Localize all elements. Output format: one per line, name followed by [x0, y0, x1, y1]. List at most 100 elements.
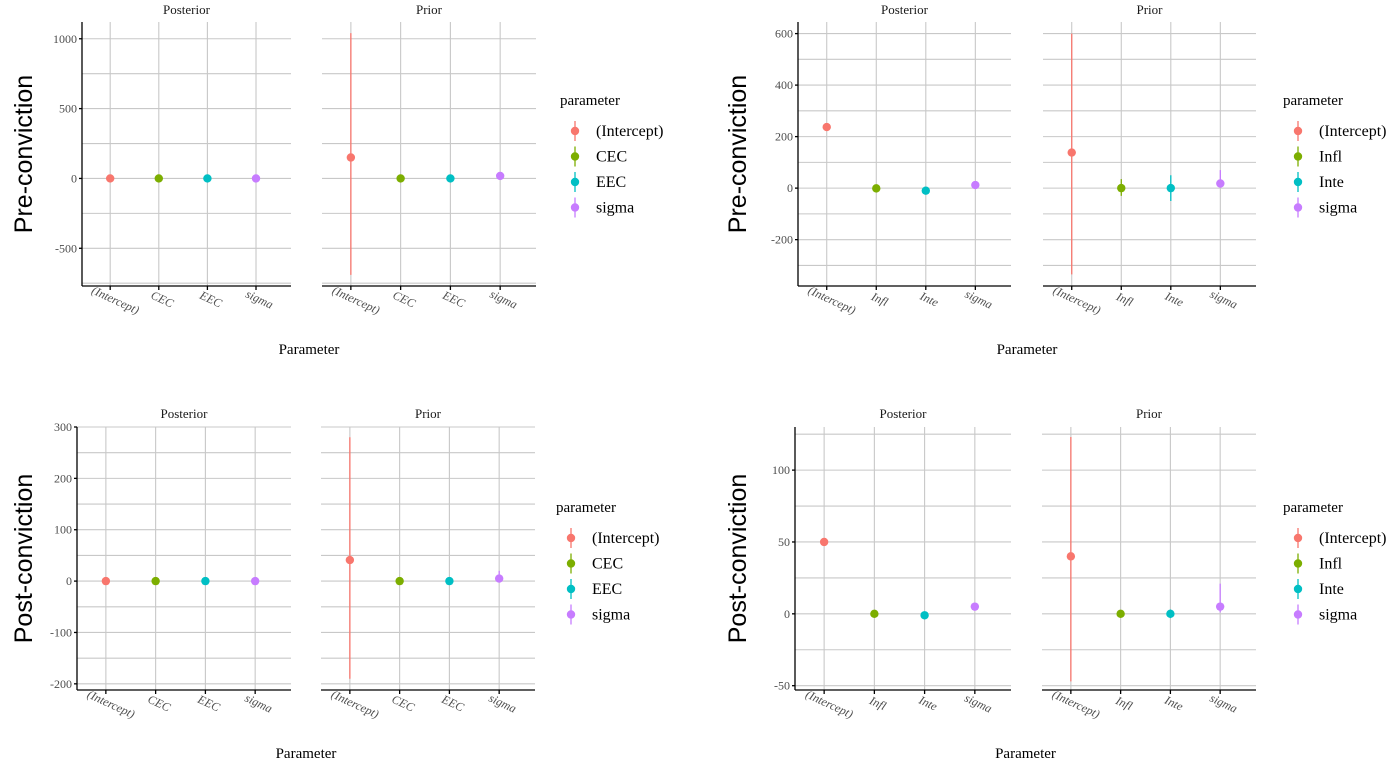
x-tick-label: EEC — [195, 692, 223, 715]
facet-prior: Prior (Intercept) Infl Inte sigma — [1043, 2, 1256, 317]
x-tick-label: sigma — [244, 287, 276, 312]
y-tick-label: 100 — [54, 523, 72, 537]
point-estimate — [1117, 183, 1126, 193]
facet-strip-label: Posterior — [161, 406, 209, 421]
facet-posterior: Posterior -200 0 200 400 600 (Intercept) Infl In… — [771, 2, 1011, 317]
x-tick-label: Infl — [868, 289, 891, 309]
legend-key-point — [566, 559, 576, 568]
y-axis-title: Post-conviction — [724, 474, 752, 644]
legend-label: (Intercept) — [596, 123, 664, 140]
facet-prior: Prior (Intercept) CEC EEC sigma — [321, 406, 535, 721]
y-tick-label: 300 — [54, 420, 72, 434]
facet-prior: Prior (Intercept) CEC EEC sigma — [322, 2, 536, 317]
panel-bottom-right: Posterior -50 0 50 100 (Intercept) Infl Inte sig… — [724, 406, 1387, 762]
point-estimate — [395, 576, 404, 586]
point-estimate — [201, 576, 210, 586]
x-tick-label: (Intercept) — [90, 283, 142, 317]
x-tick-label: (Intercept) — [806, 283, 858, 317]
point-estimate — [822, 122, 831, 132]
y-axis-title: Pre-conviction — [724, 75, 752, 233]
x-tick-label: Inte — [917, 289, 941, 310]
y-tick-label: 600 — [775, 27, 793, 41]
point-estimate — [101, 576, 111, 586]
legend-key-point — [566, 584, 576, 594]
x-tick-label: EEC — [197, 288, 225, 311]
legend-key-point — [1293, 126, 1303, 136]
legend-label: Inte — [1319, 174, 1344, 191]
legend-key-point — [566, 610, 576, 619]
point-estimate — [345, 555, 355, 565]
x-tick-label: (Intercept) — [803, 687, 855, 721]
x-tick-label: CEC — [390, 692, 418, 715]
x-tick-label: Infl — [866, 693, 889, 713]
legend-title: parameter — [556, 500, 616, 516]
legend-title: parameter — [1283, 500, 1343, 516]
point-estimate — [203, 174, 212, 183]
x-tick-label: CEC — [149, 288, 177, 311]
point-estimate — [105, 174, 115, 183]
legend-key-point — [570, 126, 580, 136]
x-tick-label: sigma — [963, 287, 995, 312]
x-tick-label: CEC — [146, 692, 174, 715]
x-tick-label: sigma — [962, 691, 994, 716]
x-tick-label: EEC — [439, 692, 467, 715]
legend-key-point — [570, 177, 580, 187]
facet-strip-label: Posterior — [163, 2, 211, 17]
y-tick-label: 50 — [778, 535, 790, 549]
legend-key-point — [1293, 610, 1303, 619]
legend-key-point — [1293, 559, 1303, 568]
point-estimate — [494, 574, 504, 583]
x-tick-label: (Intercept) — [1050, 687, 1102, 721]
point-estimate — [250, 576, 260, 586]
point-estimate — [870, 609, 879, 619]
x-axis-title: Parameter — [997, 342, 1058, 358]
y-tick-label: 0 — [787, 181, 793, 195]
legend-label: Infl — [1319, 556, 1343, 573]
legend: parameter (Intercept) Infl Inte sigma — [1283, 500, 1387, 625]
x-tick-label: Inte — [1162, 289, 1186, 310]
point-estimate — [251, 174, 261, 183]
facet-strip-label: Prior — [416, 2, 443, 17]
y-axis-title: Pre-conviction — [10, 75, 38, 233]
point-estimate — [154, 174, 163, 183]
facet-strip-label: Prior — [1136, 406, 1163, 421]
x-tick-label: (Intercept) — [329, 687, 381, 721]
legend-title: parameter — [1283, 93, 1343, 109]
legend-label: (Intercept) — [1319, 123, 1387, 140]
point-estimate — [346, 153, 356, 162]
y-tick-label: 1000 — [53, 32, 77, 46]
legend-label: sigma — [592, 607, 630, 624]
x-tick-label: sigma — [1208, 691, 1240, 716]
panel-top-right: Posterior -200 0 200 400 600 (Intercept) Infl In… — [724, 2, 1387, 358]
point-estimate — [151, 576, 160, 586]
y-tick-label: 0 — [71, 171, 77, 185]
x-tick-label: sigma — [488, 287, 520, 312]
x-tick-label: sigma — [1208, 287, 1240, 312]
point-estimate — [921, 186, 930, 195]
y-tick-label: -500 — [55, 241, 77, 255]
legend-label: EEC — [592, 581, 622, 598]
x-tick-label: Infl — [1113, 289, 1136, 309]
y-tick-label: -100 — [50, 625, 72, 639]
point-estimate — [920, 611, 929, 620]
point-estimate — [1067, 148, 1076, 157]
legend-key-point — [1293, 203, 1303, 212]
y-tick-label: 200 — [54, 471, 72, 485]
facet-posterior: Posterior -200 -100 0 100 200 300 (Intercept) CE… — [50, 406, 291, 721]
point-estimate — [1166, 609, 1175, 619]
legend-label: CEC — [592, 556, 623, 573]
point-estimate — [970, 602, 980, 611]
x-tick-label: Infl — [1113, 693, 1136, 713]
legend-key-point — [566, 533, 576, 543]
point-estimate — [446, 174, 455, 183]
point-estimate — [872, 184, 881, 193]
panel-top-left: Posterior -500 0 500 1000 (Intercept) CEC EEC si… — [10, 2, 664, 358]
x-tick-label: (Intercept) — [1051, 283, 1103, 317]
x-tick-label: sigma — [243, 691, 275, 716]
x-tick-label: sigma — [487, 691, 519, 716]
x-tick-label: (Intercept) — [330, 283, 382, 317]
legend-key-point — [570, 203, 580, 212]
x-tick-label: Inte — [916, 693, 940, 714]
legend-key-point — [1293, 152, 1303, 161]
